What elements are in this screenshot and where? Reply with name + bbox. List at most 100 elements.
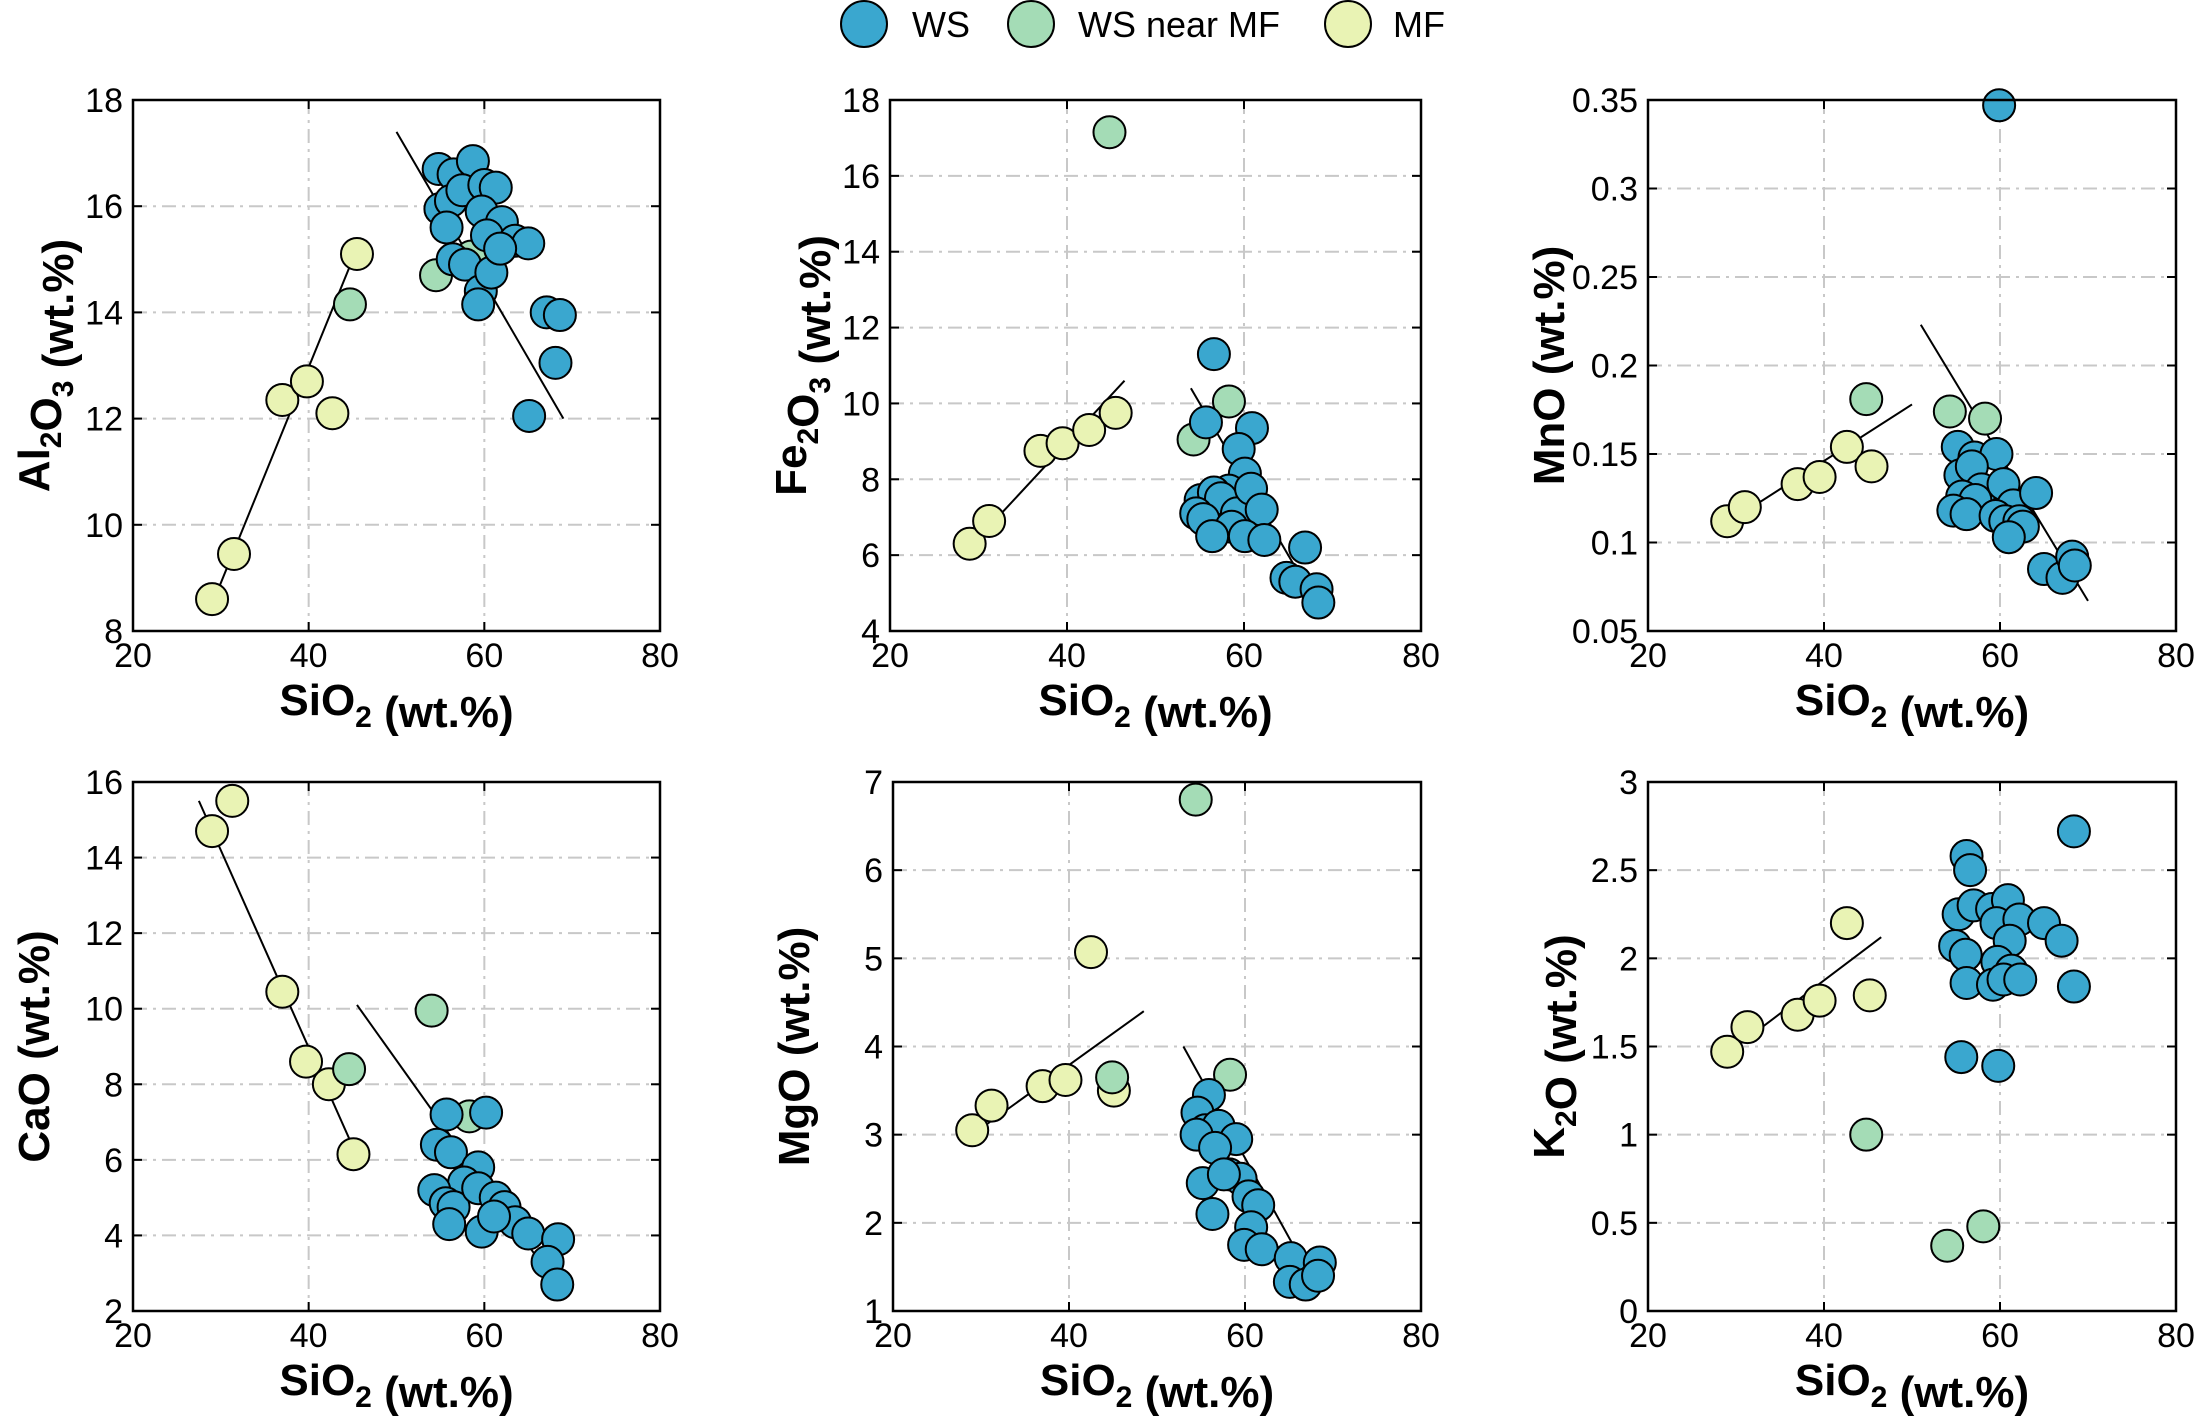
series-ws-near-mf (1849, 382, 2003, 436)
data-point-mf (1072, 412, 1107, 447)
y-tick-label: 5 (864, 940, 883, 978)
panel-3: 20 40 60 80 0.05 0.1 0.15 0.2 0.25 0.3 0.35 SiO2 (w… (1525, 82, 2195, 737)
y-tick-label: 16 (85, 764, 123, 802)
panel-4: 20 40 60 80 2 4 6 8 10 12 14 16 SiO2 (wt.%) CaO (wt.%… (10, 764, 679, 1417)
x-tick-label: 40 (290, 637, 328, 675)
data-point-ws-near-mf (1178, 782, 1213, 817)
legend-label-ws: WS (912, 4, 970, 45)
data-point-mf (952, 526, 987, 561)
y-tick-label: 1 (1619, 1117, 1638, 1155)
data-point-ws (1944, 1040, 1979, 1075)
y-tick-label: 0.2 (1591, 348, 1638, 386)
y-tick-label: 4 (864, 1029, 883, 1067)
data-point-ws (1247, 522, 1282, 557)
y-axis-label: MnO (wt.%) (1525, 246, 1574, 486)
x-tick-label: 40 (1048, 637, 1086, 675)
data-point-ws (540, 1267, 575, 1302)
y-tick-label: 2 (864, 1205, 883, 1243)
data-point-ws (1949, 497, 1984, 532)
data-point-ws (1288, 530, 1323, 565)
data-point-mf (1852, 978, 1887, 1013)
y-tick-label: 10 (85, 507, 123, 545)
data-point-ws (461, 287, 496, 322)
data-point-mf (1829, 906, 1864, 941)
y-tick-label: 1 (864, 1293, 883, 1331)
data-point-ws-near-mf (1211, 384, 1246, 419)
x-tick-label: 20 (871, 637, 909, 675)
y-tick-label: 4 (104, 1217, 123, 1255)
series-ws (1179, 1077, 1337, 1302)
series-mf (195, 236, 374, 617)
data-point-ws (2056, 969, 2091, 1004)
data-point-ws (1244, 1232, 1279, 1267)
x-tick-label: 20 (114, 637, 152, 675)
data-point-ws-near-mf (1968, 401, 2003, 436)
data-point-ws-near-mf (1966, 1209, 2001, 1244)
data-point-mf (1854, 449, 1889, 484)
data-point-ws (1195, 519, 1230, 554)
legend-entry-ws: WS (840, 0, 970, 48)
plot-frame (891, 780, 1423, 1313)
y-tick-label: 2.5 (1591, 852, 1638, 890)
y-tick-label: 7 (864, 764, 883, 802)
x-tick-label: 60 (1226, 1317, 1264, 1355)
y-tick-label: 12 (842, 310, 880, 348)
x-axis-label: SiO2 (wt.%) (1038, 676, 1272, 737)
data-point-ws-near-mf (414, 993, 449, 1028)
data-point-mf (289, 364, 324, 399)
data-point-ws-near-mf (1849, 1117, 1884, 1152)
data-point-ws (511, 1216, 546, 1251)
y-tick-label: 0.05 (1572, 613, 1638, 651)
series-mf (1710, 906, 1887, 1069)
data-point-ws (1991, 520, 2026, 555)
data-point-ws-near-mf (1213, 1057, 1248, 1092)
series-ws (417, 1095, 576, 1302)
data-point-ws (1948, 937, 1983, 972)
series-ws (421, 144, 577, 433)
data-point-ws (476, 1199, 511, 1234)
x-tick-label: 80 (2157, 1317, 2195, 1355)
plot-frame (888, 98, 1423, 633)
data-point-ws (542, 298, 577, 333)
y-tick-label: 0.15 (1572, 436, 1638, 474)
panel-6: 20 40 60 80 0 0.5 1 1.5 2 2.5 3 SiO2 (wt.%) K2O (wt.… (1525, 764, 2195, 1417)
y-tick-label: 8 (861, 461, 880, 499)
x-axis-label: SiO2 (wt.%) (1795, 676, 2029, 737)
y-tick-label: 6 (864, 852, 883, 890)
data-point-mf (339, 236, 374, 271)
legend: WS WS near MF MF (840, 0, 1445, 48)
y-tick-label: 3 (1619, 764, 1638, 802)
y-tick-label: 10 (85, 991, 123, 1029)
y-axis-label: K2O (wt.%) (1525, 934, 1586, 1158)
series-mf (195, 783, 371, 1172)
data-point-ws (2003, 962, 2038, 997)
x-tick-label: 80 (2157, 637, 2195, 675)
data-point-mf (1710, 1034, 1745, 1069)
y-tick-label: 0.35 (1572, 82, 1638, 120)
y-tick-label: 2 (1619, 940, 1638, 978)
data-point-ws (1981, 1048, 2016, 1083)
x-tick-label: 20 (874, 1317, 912, 1355)
x-axis-label: SiO2 (wt.%) (279, 1356, 513, 1417)
x-tick-label: 60 (1225, 637, 1263, 675)
y-tick-label: 0.5 (1591, 1205, 1638, 1243)
data-point-mf (974, 1088, 1009, 1123)
y-tick-label: 10 (842, 385, 880, 423)
y-tick-label: 12 (85, 401, 123, 439)
y-tick-label: 0 (1619, 1293, 1638, 1331)
legend-entry-ws-near-mf: WS near MF (1007, 0, 1280, 48)
x-tick-label: 60 (465, 1317, 503, 1355)
legend-label-mf: MF (1393, 4, 1445, 45)
data-point-ws-near-mf (1932, 394, 1967, 429)
data-point-mf (1048, 1063, 1083, 1098)
panel-5: 20 40 60 80 1 2 3 4 5 6 7 SiO2 (wt.%) MgO (wt.%) (770, 764, 1440, 1417)
legend-label-ws-near-mf: WS near MF (1078, 4, 1280, 45)
x-tick-label: 40 (1050, 1317, 1088, 1355)
plot-frame (1646, 780, 2178, 1313)
y-tick-label: 6 (104, 1142, 123, 1180)
y-tick-label: 12 (85, 915, 123, 953)
data-point-mf (215, 783, 250, 818)
x-tick-label: 80 (1402, 1317, 1440, 1355)
data-point-ws-near-mf (1930, 1228, 1965, 1263)
